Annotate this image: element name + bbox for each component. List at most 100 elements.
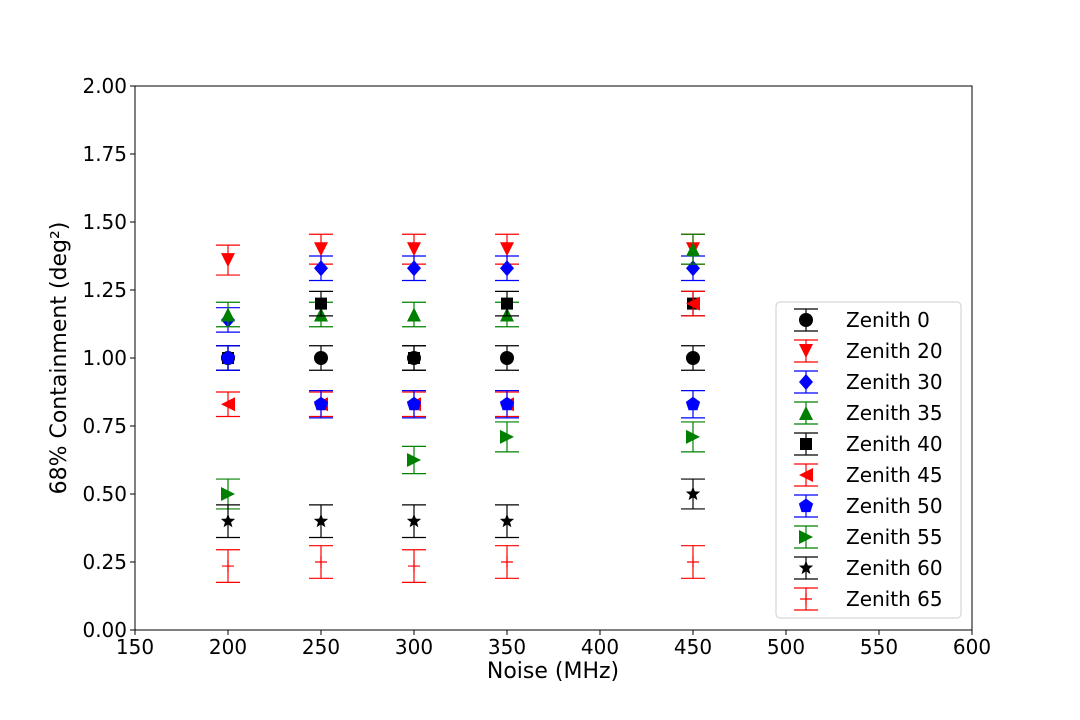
legend-label: Zenith 20 xyxy=(846,339,943,363)
series-zenith-40 xyxy=(216,290,705,371)
legend-label: Zenith 40 xyxy=(846,432,943,456)
axes: 150 200 250 300 350 400 450 500 550 600 0.00 0.25 0.… xyxy=(82,74,991,659)
series-zenith-50 xyxy=(216,345,705,419)
data-point xyxy=(220,350,236,365)
legend-label: Zenith 55 xyxy=(846,525,943,549)
data-point xyxy=(221,397,235,412)
data-point xyxy=(222,560,234,573)
legend-marker xyxy=(799,406,813,420)
x-tick-label: 500 xyxy=(767,635,805,659)
y-tick-label: 1.25 xyxy=(82,278,127,302)
data-point xyxy=(500,242,514,257)
data-point xyxy=(406,513,422,528)
data-point xyxy=(221,307,235,322)
x-tick-label: 350 xyxy=(488,635,526,659)
data-marks xyxy=(216,233,705,584)
legend-label: Zenith 50 xyxy=(846,494,943,518)
legend-label: Zenith 35 xyxy=(846,401,943,425)
series-zenith-0 xyxy=(216,345,705,371)
y-tick-label: 2.00 xyxy=(82,74,127,98)
legend-label: Zenith 45 xyxy=(846,463,943,487)
legend-marker xyxy=(800,593,812,605)
y-tick-label: 0.25 xyxy=(82,550,127,574)
legend-marker xyxy=(799,530,813,544)
legend-entry: Zenith 40 xyxy=(794,432,943,456)
data-point xyxy=(408,560,420,573)
legend-label: Zenith 30 xyxy=(846,370,943,394)
data-point xyxy=(406,396,422,411)
data-point xyxy=(501,297,513,310)
series-zenith-65 xyxy=(216,545,705,584)
data-point xyxy=(686,296,700,311)
series-zenith-30 xyxy=(216,255,705,333)
y-tick-label: 1.50 xyxy=(82,210,127,234)
legend-entry: Zenith 65 xyxy=(794,587,943,611)
legend-label: Zenith 65 xyxy=(846,587,943,611)
x-tick-label: 200 xyxy=(209,635,247,659)
legend-marker xyxy=(799,374,813,390)
x-tick-label: 300 xyxy=(395,635,433,659)
x-tick-label: 450 xyxy=(674,635,712,659)
legend-label: Zenith 60 xyxy=(846,556,943,580)
legend-entry: Zenith 0 xyxy=(794,308,930,332)
data-point xyxy=(314,260,328,277)
x-tick-label: 400 xyxy=(581,635,619,659)
x-tick-label: 600 xyxy=(953,635,991,659)
data-point xyxy=(499,513,515,528)
data-point xyxy=(686,242,700,257)
x-tick-label: 550 xyxy=(860,635,898,659)
y-tick-label: 0.00 xyxy=(82,618,127,642)
series-zenith-55 xyxy=(216,421,705,510)
legend-label: Zenith 0 xyxy=(846,308,930,332)
data-point xyxy=(407,453,421,467)
data-point xyxy=(686,429,700,444)
x-axis-label: Noise (MHz) xyxy=(487,659,619,684)
legend-marker xyxy=(799,468,813,482)
data-point xyxy=(500,429,514,444)
data-point xyxy=(686,351,700,365)
legend-entry: Zenith 50 xyxy=(794,494,943,518)
data-point xyxy=(313,396,329,411)
legend-marker xyxy=(799,344,813,358)
legend-marker xyxy=(798,498,814,513)
data-point xyxy=(407,242,421,257)
legend: Zenith 0 Zenith 20 Zenith 30 Zenith 35 Zenit… xyxy=(775,301,962,619)
data-point xyxy=(500,351,514,365)
series-zenith-35 xyxy=(216,233,705,328)
legend-marker xyxy=(799,313,813,327)
data-point xyxy=(685,486,701,501)
y-axis-label: 68% Containment (deg²) xyxy=(47,222,72,495)
data-point xyxy=(221,487,235,501)
legend-marker xyxy=(800,438,812,450)
data-point xyxy=(408,352,420,364)
data-point xyxy=(500,260,514,277)
data-point xyxy=(221,253,235,268)
legend-items: Zenith 0 Zenith 20 Zenith 30 Zenith 35 Zenit… xyxy=(794,308,943,611)
x-tick-label: 150 xyxy=(116,635,154,659)
x-tick-label: 250 xyxy=(302,635,340,659)
legend-frame xyxy=(775,301,962,619)
series-zenith-45 xyxy=(216,290,705,418)
data-point xyxy=(501,556,513,568)
data-point xyxy=(315,297,327,310)
data-point xyxy=(314,351,328,365)
legend-marker xyxy=(798,560,814,575)
data-point xyxy=(220,513,236,528)
y-tick-label: 1.75 xyxy=(82,142,127,166)
legend-entry: Zenith 60 xyxy=(794,556,943,580)
data-point xyxy=(314,242,328,257)
y-tick-label: 0.50 xyxy=(82,482,127,506)
legend-entry: Zenith 30 xyxy=(794,370,943,394)
data-point xyxy=(313,513,329,528)
data-point xyxy=(407,260,421,277)
data-point xyxy=(315,556,327,568)
data-point xyxy=(407,307,421,322)
y-tick-label: 1.00 xyxy=(82,346,127,370)
y-tick-label: 0.75 xyxy=(82,414,127,438)
data-point xyxy=(499,396,515,411)
data-point xyxy=(685,396,701,411)
data-point xyxy=(687,556,699,568)
series-zenith-60 xyxy=(216,478,705,539)
legend-entry: Zenith 20 xyxy=(794,339,943,363)
